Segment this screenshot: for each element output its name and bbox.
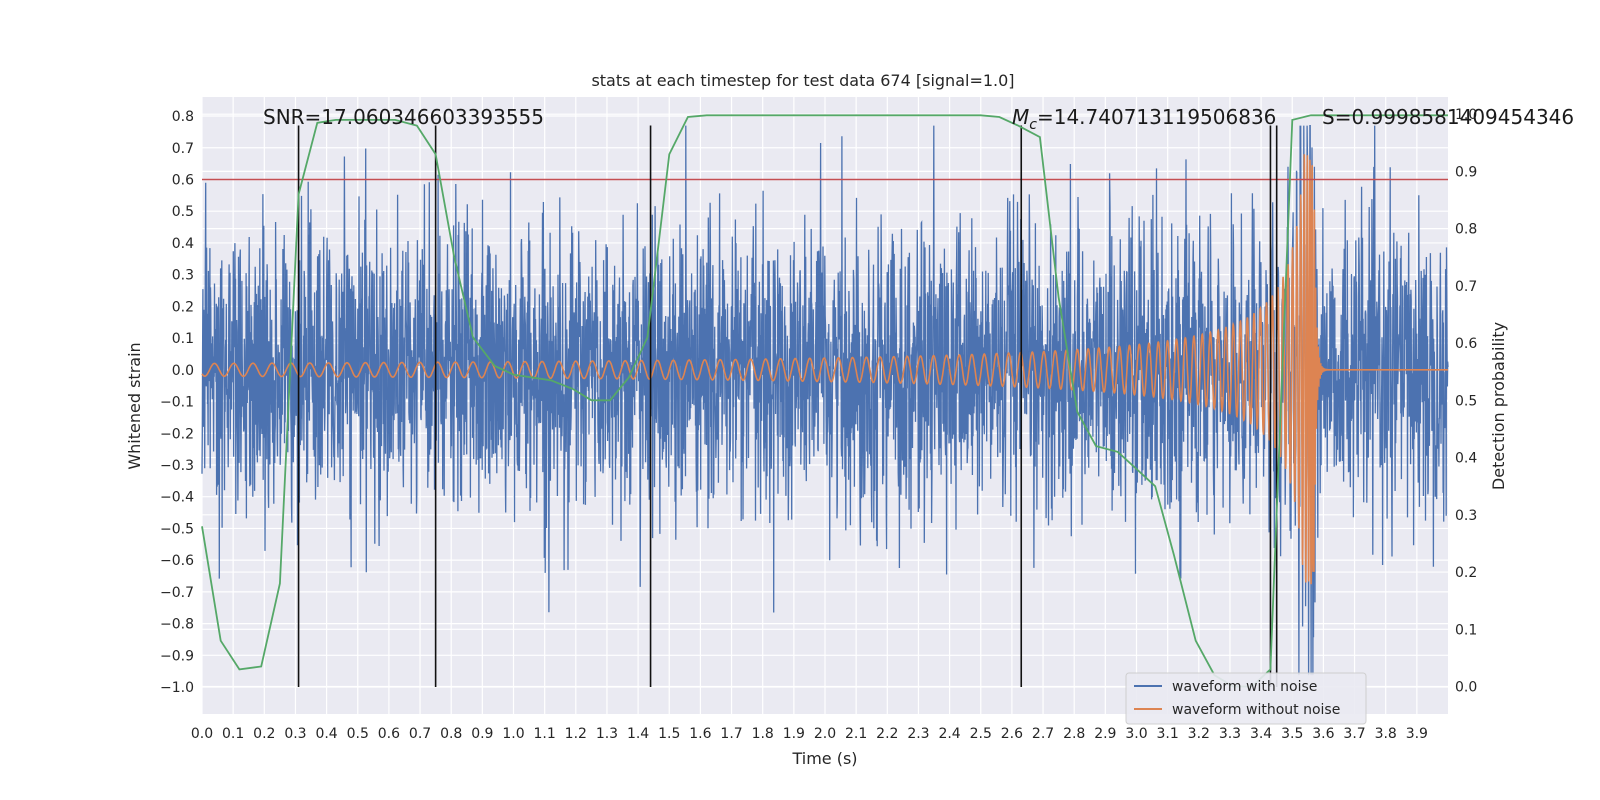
x-tick-label: 1.0 bbox=[502, 726, 524, 742]
x-tick-label: 3.8 bbox=[1375, 726, 1397, 742]
y2-axis-ticks: 1.0 0.9 0.8 0.7 0.6 0.5 0.4 0.3 0.2 0.1 0.0 bbox=[1455, 107, 1477, 695]
snr-annotation: SNR=17.060346603393555 bbox=[263, 105, 544, 129]
mc-annotation: Mc=14.740713119506836 bbox=[1012, 105, 1276, 133]
y2-tick-label: 0.6 bbox=[1455, 336, 1477, 352]
x-tick-label: 1.8 bbox=[752, 726, 774, 742]
mc-value: =14.740713119506836 bbox=[1037, 105, 1276, 129]
y-tick-label: −0.6 bbox=[160, 553, 194, 569]
y2-tick-label: 0.5 bbox=[1455, 393, 1477, 409]
x-tick-label: 0.9 bbox=[471, 726, 493, 742]
y-tick-label: 0.1 bbox=[172, 331, 194, 347]
x-tick-label: 0.6 bbox=[378, 726, 400, 742]
s-annotation: S=0.9998581409454346 bbox=[1322, 105, 1574, 129]
x-tick-label: 0.4 bbox=[315, 726, 337, 742]
x-axis-ticks: 0.0 0.1 0.2 0.3 0.4 0.5 0.6 0.7 0.8 0.9 1.0 1.1 1.2 1… bbox=[191, 726, 1428, 742]
y-tick-label: −0.8 bbox=[160, 617, 194, 633]
x-tick-label: 2.7 bbox=[1032, 726, 1054, 742]
x-tick-label: 3.5 bbox=[1281, 726, 1303, 742]
y2-tick-label: 0.0 bbox=[1455, 680, 1477, 696]
y-tick-label: 0.0 bbox=[172, 363, 194, 379]
x-tick-label: 3.1 bbox=[1157, 726, 1179, 742]
y-tick-label: −0.1 bbox=[160, 395, 194, 411]
y2-tick-label: 1.0 bbox=[1455, 107, 1477, 123]
x-tick-label: 1.3 bbox=[596, 726, 618, 742]
x-tick-label: 3.6 bbox=[1312, 726, 1334, 742]
x-tick-label: 2.3 bbox=[907, 726, 929, 742]
y2-axis-label: Detection probability bbox=[1489, 322, 1508, 490]
y2-tick-label: 0.4 bbox=[1455, 451, 1477, 467]
x-tick-label: 3.7 bbox=[1343, 726, 1365, 742]
y2-tick-label: 0.1 bbox=[1455, 622, 1477, 638]
y2-tick-label: 0.9 bbox=[1455, 164, 1477, 180]
x-tick-label: 0.7 bbox=[409, 726, 431, 742]
legend-label-clean: waveform without noise bbox=[1172, 702, 1340, 718]
x-tick-label: 1.4 bbox=[627, 726, 649, 742]
x-tick-label: 3.4 bbox=[1250, 726, 1272, 742]
y2-tick-label: 0.3 bbox=[1455, 508, 1477, 524]
y-tick-label: −0.7 bbox=[160, 585, 194, 601]
y2-tick-label: 0.8 bbox=[1455, 222, 1477, 238]
x-tick-label: 1.1 bbox=[534, 726, 556, 742]
legend-box bbox=[1125, 672, 1367, 725]
y-tick-label: 0.3 bbox=[172, 268, 194, 284]
y-tick-label: 0.4 bbox=[172, 236, 194, 252]
y-tick-label: 0.5 bbox=[172, 204, 194, 220]
x-tick-label: 0.2 bbox=[253, 726, 275, 742]
mc-subscript: c bbox=[1029, 117, 1037, 133]
y-tick-label: 0.6 bbox=[172, 172, 194, 188]
y-tick-label: 0.7 bbox=[172, 141, 194, 157]
x-tick-label: 1.7 bbox=[720, 726, 742, 742]
x-tick-label: 3.0 bbox=[1125, 726, 1147, 742]
y-tick-label: −0.5 bbox=[160, 521, 194, 537]
y-axis-ticks: 0.8 0.7 0.6 0.5 0.4 0.3 0.2 0.1 0.0 −0.1 −0.2 −0.3 −… bbox=[160, 109, 194, 696]
x-tick-label: 2.4 bbox=[938, 726, 960, 742]
y-tick-label: 0.2 bbox=[172, 299, 194, 315]
x-tick-label: 2.2 bbox=[876, 726, 898, 742]
y-tick-label: −0.4 bbox=[160, 490, 194, 506]
x-tick-label: 0.8 bbox=[440, 726, 462, 742]
x-tick-label: 2.6 bbox=[1001, 726, 1023, 742]
x-tick-label: 1.6 bbox=[689, 726, 711, 742]
y-tick-label: 0.8 bbox=[172, 109, 194, 125]
x-tick-label: 1.5 bbox=[658, 726, 680, 742]
series-waveform-with-noise bbox=[201, 124, 1449, 676]
x-tick-label: 2.0 bbox=[814, 726, 836, 742]
y-tick-label: −0.2 bbox=[160, 426, 194, 442]
y2-tick-label: 0.7 bbox=[1455, 279, 1477, 295]
y-tick-label: −1.0 bbox=[160, 680, 194, 696]
x-tick-label: 0.1 bbox=[222, 726, 244, 742]
mc-symbol: M bbox=[1012, 105, 1029, 129]
chart-title: stats at each timestep for test data 674… bbox=[591, 71, 1014, 90]
x-tick-label: 2.1 bbox=[845, 726, 867, 742]
x-tick-label: 2.8 bbox=[1063, 726, 1085, 742]
x-tick-label: 3.3 bbox=[1219, 726, 1241, 742]
legend: waveform with noise waveform without noi… bbox=[1125, 672, 1367, 725]
legend-label-noise: waveform with noise bbox=[1172, 679, 1317, 695]
y-axis-label: Whitened strain bbox=[125, 342, 144, 469]
x-tick-label: 3.9 bbox=[1406, 726, 1428, 742]
x-tick-label: 2.5 bbox=[970, 726, 992, 742]
x-axis-label: Time (s) bbox=[791, 749, 857, 768]
y-tick-label: −0.9 bbox=[160, 648, 194, 664]
x-tick-label: 1.2 bbox=[565, 726, 587, 742]
x-tick-label: 1.9 bbox=[783, 726, 805, 742]
y-tick-label: −0.3 bbox=[160, 458, 194, 474]
series-waveform-without-noise bbox=[201, 154, 1448, 585]
x-tick-label: 2.9 bbox=[1094, 726, 1116, 742]
x-tick-label: 0.5 bbox=[347, 726, 369, 742]
x-tick-label: 0.3 bbox=[284, 726, 306, 742]
x-tick-label: 0.0 bbox=[191, 726, 213, 742]
y2-tick-label: 0.2 bbox=[1455, 565, 1477, 581]
x-tick-label: 3.2 bbox=[1188, 726, 1210, 742]
